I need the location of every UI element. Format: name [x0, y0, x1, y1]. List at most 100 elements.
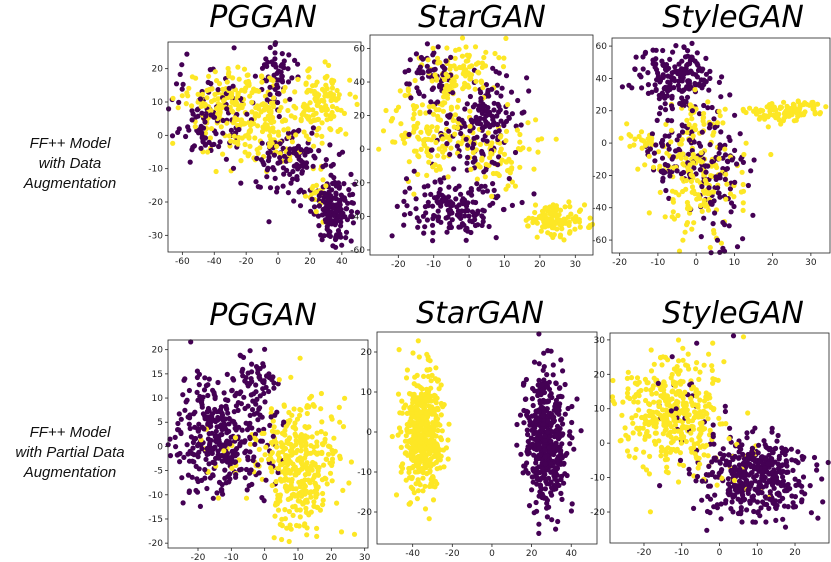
point-class-b: [230, 75, 236, 81]
point-class-b: [334, 105, 340, 112]
point-class-a: [401, 198, 407, 204]
point-class-a: [401, 212, 408, 218]
point-class-b: [395, 391, 402, 397]
point-class-a: [276, 68, 282, 74]
point-class-b: [235, 90, 241, 96]
point-class-b: [701, 110, 707, 117]
point-class-b: [403, 433, 409, 439]
point-class-b: [454, 125, 461, 131]
point-class-a: [653, 86, 659, 93]
point-class-a: [524, 413, 531, 419]
point-class-a: [560, 368, 566, 374]
point-class-b: [291, 406, 297, 412]
point-class-b: [739, 169, 745, 175]
point-class-a: [535, 389, 541, 395]
point-class-b: [428, 137, 434, 143]
point-class-b: [743, 140, 749, 146]
point-class-b: [503, 35, 509, 42]
point-class-b: [506, 156, 512, 162]
point-class-a: [457, 153, 463, 159]
point-class-a: [517, 412, 524, 418]
point-class-a: [465, 200, 471, 206]
point-class-a: [533, 429, 539, 435]
point-class-b: [274, 143, 280, 149]
point-class-b: [206, 87, 212, 93]
point-class-a: [429, 86, 435, 92]
point-class-b: [323, 183, 329, 189]
point-class-a: [559, 461, 565, 467]
point-class-a: [179, 62, 185, 68]
point-class-b: [442, 77, 448, 83]
point-class-b: [424, 419, 430, 425]
point-class-b: [321, 462, 327, 468]
point-class-b: [293, 132, 299, 138]
point-class-b: [439, 428, 445, 434]
point-class-b: [319, 120, 325, 126]
point-class-a: [336, 213, 342, 219]
point-class-b: [467, 123, 473, 129]
point-class-b: [461, 83, 467, 89]
point-class-b: [284, 525, 290, 531]
point-class-a: [225, 410, 231, 416]
point-class-a: [701, 215, 707, 221]
point-class-a: [444, 229, 450, 235]
point-class-b: [740, 181, 746, 188]
point-class-a: [703, 71, 710, 77]
point-class-a: [275, 99, 281, 106]
plot-frame: [167, 41, 362, 253]
point-class-b: [440, 108, 446, 114]
point-class-a: [266, 388, 272, 395]
point-class-a: [710, 433, 716, 440]
point-class-a: [225, 397, 231, 403]
point-class-a: [744, 430, 750, 436]
point-class-b: [435, 445, 441, 451]
point-class-b: [689, 189, 695, 195]
point-class-a: [669, 354, 675, 360]
point-class-a: [238, 401, 244, 407]
point-class-a: [338, 192, 344, 198]
point-class-b: [329, 85, 335, 91]
point-class-b: [398, 121, 404, 127]
point-class-b: [417, 109, 423, 115]
point-class-a: [199, 404, 205, 410]
point-class-b: [327, 470, 334, 476]
point-class-a: [448, 54, 454, 61]
point-class-a: [267, 84, 273, 90]
point-class-b: [687, 102, 694, 108]
point-class-b: [296, 468, 302, 474]
point-class-a: [479, 213, 485, 219]
point-class-a: [671, 69, 678, 75]
point-class-b: [473, 78, 479, 84]
point-class-b: [397, 88, 403, 94]
point-class-b: [641, 414, 647, 421]
point-class-b: [721, 359, 727, 365]
point-class-b: [283, 117, 289, 124]
y-tick-label: -40: [592, 204, 607, 214]
point-class-b: [454, 104, 460, 110]
point-class-b: [437, 117, 443, 123]
point-class-b: [676, 248, 683, 254]
point-class-a: [456, 116, 462, 122]
point-class-a: [238, 353, 244, 359]
point-class-b: [453, 47, 459, 53]
point-class-b: [576, 219, 583, 225]
point-class-b: [692, 402, 698, 408]
point-class-b: [551, 225, 557, 231]
point-class-b: [253, 111, 259, 117]
point-class-a: [346, 187, 352, 193]
point-class-a: [465, 142, 471, 148]
point-class-a: [482, 183, 488, 189]
point-class-b: [770, 112, 776, 118]
point-class-a: [197, 126, 203, 132]
point-class-a: [289, 75, 295, 81]
point-class-b: [501, 151, 508, 157]
point-class-a: [569, 435, 575, 441]
point-class-a: [691, 505, 697, 511]
point-class-a: [354, 209, 360, 215]
point-class-b: [424, 398, 430, 404]
point-class-a: [321, 190, 328, 196]
point-class-a: [562, 411, 568, 417]
point-class-a: [751, 157, 757, 163]
y-tick-label: 20: [354, 112, 366, 122]
point-class-b: [657, 189, 663, 195]
